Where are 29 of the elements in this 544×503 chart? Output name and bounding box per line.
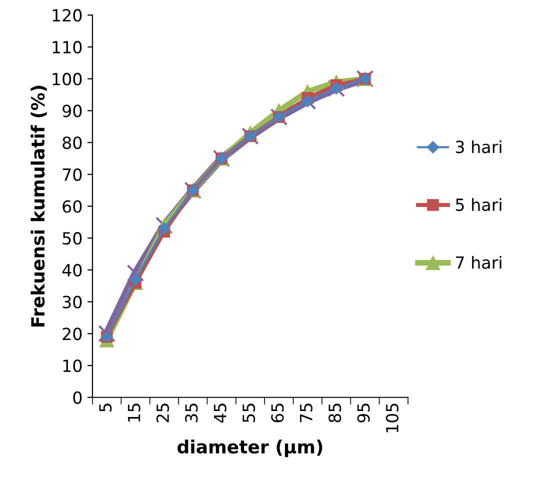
y-tick-label: 60 [62,200,82,213]
x-tick-label: 45 [214,404,226,423]
y-tick-label: 20 [62,328,82,340]
x-tick-label: 55 [242,404,256,422]
x-tick-label: 105 [386,404,398,432]
x-axis-title: diameter (µm) [178,440,322,458]
y-tick-label: 90 [62,104,82,118]
y-tick-label: 50 [62,232,82,245]
y-tick-label: 70 [62,168,82,181]
legend-label: 3 hari [456,140,502,154]
y-tick-label: 120 [52,9,82,22]
y-tick-label: 80 [62,136,82,150]
y-tick-label: 40 [62,264,82,277]
y-tick-label: 0 [73,391,82,404]
x-tick-label: 85 [328,404,342,422]
x-tick-label: 95 [357,404,370,422]
y-axis-title: Frekuensi kumulatif (%) [30,86,47,327]
x-tick-label: 25 [156,404,170,422]
y-tick-label: 100 [52,72,82,86]
y-tick-label: 10 [63,359,82,372]
x-tick-label: 15 [128,404,140,422]
y-tick-label: 30 [62,296,82,308]
x-tick-label: 65 [271,404,284,422]
x-tick-label: 35 [185,404,198,422]
legend-label: 5 hari [456,198,502,212]
y-tick-label: 110 [52,40,82,54]
x-tick-label: 5 [99,404,112,412]
x-tick-label: 75 [300,404,312,422]
legend-label: 7 hari [456,256,502,269]
